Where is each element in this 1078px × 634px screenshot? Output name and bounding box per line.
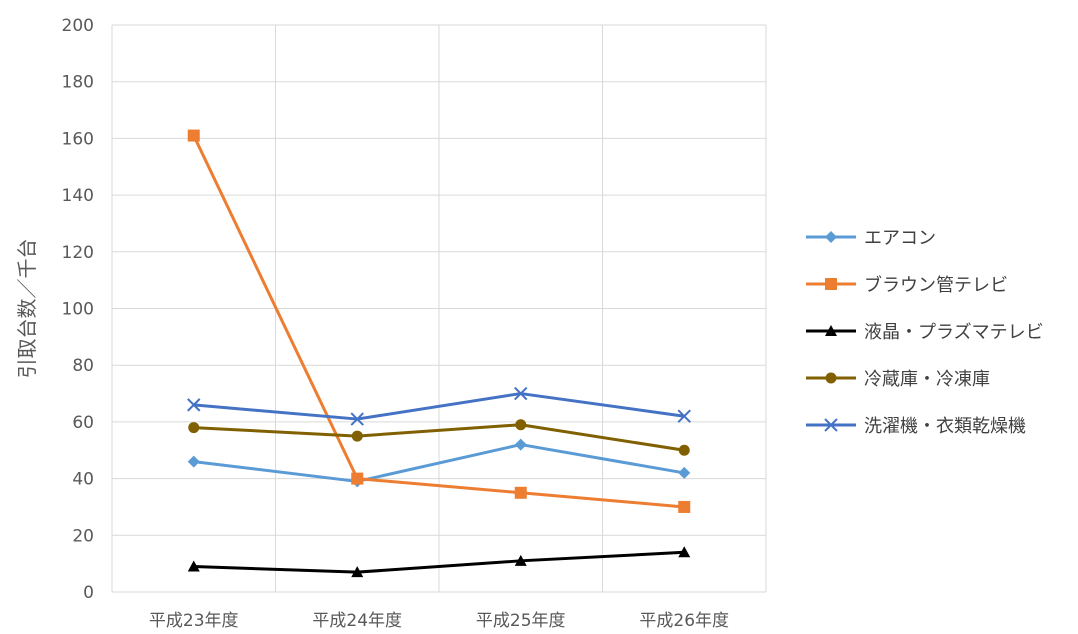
series-group bbox=[187, 129, 691, 578]
legend-item: 洗濯機・衣類乾燥機 bbox=[806, 416, 1026, 437]
data-point bbox=[187, 129, 200, 142]
y-tick-label: 40 bbox=[72, 470, 94, 490]
x-tick-label: 平成23年度 bbox=[149, 611, 239, 631]
series-line bbox=[193, 443, 685, 483]
y-tick-label: 200 bbox=[62, 16, 94, 36]
data-point bbox=[187, 455, 200, 468]
legend-marker bbox=[825, 278, 837, 290]
y-tick-label: 80 bbox=[72, 356, 94, 376]
data-point bbox=[351, 472, 364, 485]
legend-item: 液晶・プラズマテレビ bbox=[806, 322, 1044, 343]
data-point bbox=[678, 444, 690, 456]
x-axis: 平成23年度 平成24年度 平成25年度 平成26年度 bbox=[149, 611, 729, 631]
data-point bbox=[678, 546, 691, 558]
data-point bbox=[514, 554, 527, 566]
y-tick-label: 180 bbox=[62, 73, 94, 93]
y-tick-label: 120 bbox=[62, 243, 94, 263]
series-line bbox=[193, 423, 685, 452]
data-point bbox=[514, 386, 528, 401]
y-tick-label: 100 bbox=[62, 300, 94, 320]
data-point bbox=[188, 422, 200, 434]
data-point bbox=[514, 438, 527, 451]
legend-marker bbox=[824, 418, 838, 432]
legend-marker bbox=[825, 325, 837, 336]
y-tick-label: 160 bbox=[62, 129, 94, 149]
data-point bbox=[350, 412, 364, 426]
y-tick-label: 140 bbox=[62, 186, 94, 206]
data-point bbox=[678, 466, 691, 479]
data-point bbox=[677, 409, 691, 423]
legend-item: ブラウン管テレビ bbox=[806, 274, 1008, 296]
legend-label: 液晶・プラズマテレビ bbox=[864, 322, 1044, 343]
y-axis-title: 引取台数／千台 bbox=[15, 239, 39, 379]
legend-marker bbox=[825, 231, 837, 243]
data-point bbox=[515, 419, 527, 431]
series-line bbox=[193, 550, 685, 574]
series-4 bbox=[187, 386, 691, 426]
x-tick-label: 平成25年度 bbox=[476, 611, 566, 631]
y-axis: 0 20 40 60 80 100 120 140 160 180 200 bbox=[62, 16, 94, 603]
y-tick-label: 0 bbox=[83, 583, 94, 603]
data-point bbox=[187, 560, 200, 572]
y-tick-label: 60 bbox=[72, 413, 94, 433]
series-line bbox=[193, 392, 685, 421]
data-point bbox=[187, 398, 201, 412]
y-tick-label: 20 bbox=[72, 526, 94, 546]
data-point bbox=[678, 500, 691, 513]
series-3 bbox=[188, 419, 690, 456]
legend-label: 冷蔵庫・冷凍庫 bbox=[864, 369, 990, 390]
data-point bbox=[351, 430, 363, 442]
legend-marker bbox=[825, 372, 837, 384]
legend-label: 洗濯機・衣類乾燥機 bbox=[864, 416, 1026, 437]
data-point bbox=[351, 566, 364, 578]
series-1 bbox=[187, 129, 691, 513]
x-tick-label: 平成26年度 bbox=[639, 611, 729, 631]
legend-item: 冷蔵庫・冷凍庫 bbox=[806, 369, 990, 390]
series-2 bbox=[187, 546, 691, 578]
series-line bbox=[192, 134, 685, 509]
legend-label: ブラウン管テレビ bbox=[864, 274, 1008, 296]
legend-item: エアコン bbox=[806, 228, 936, 249]
data-point bbox=[514, 486, 527, 499]
legend-label: エアコン bbox=[864, 228, 936, 249]
x-tick-label: 平成24年度 bbox=[312, 611, 402, 631]
